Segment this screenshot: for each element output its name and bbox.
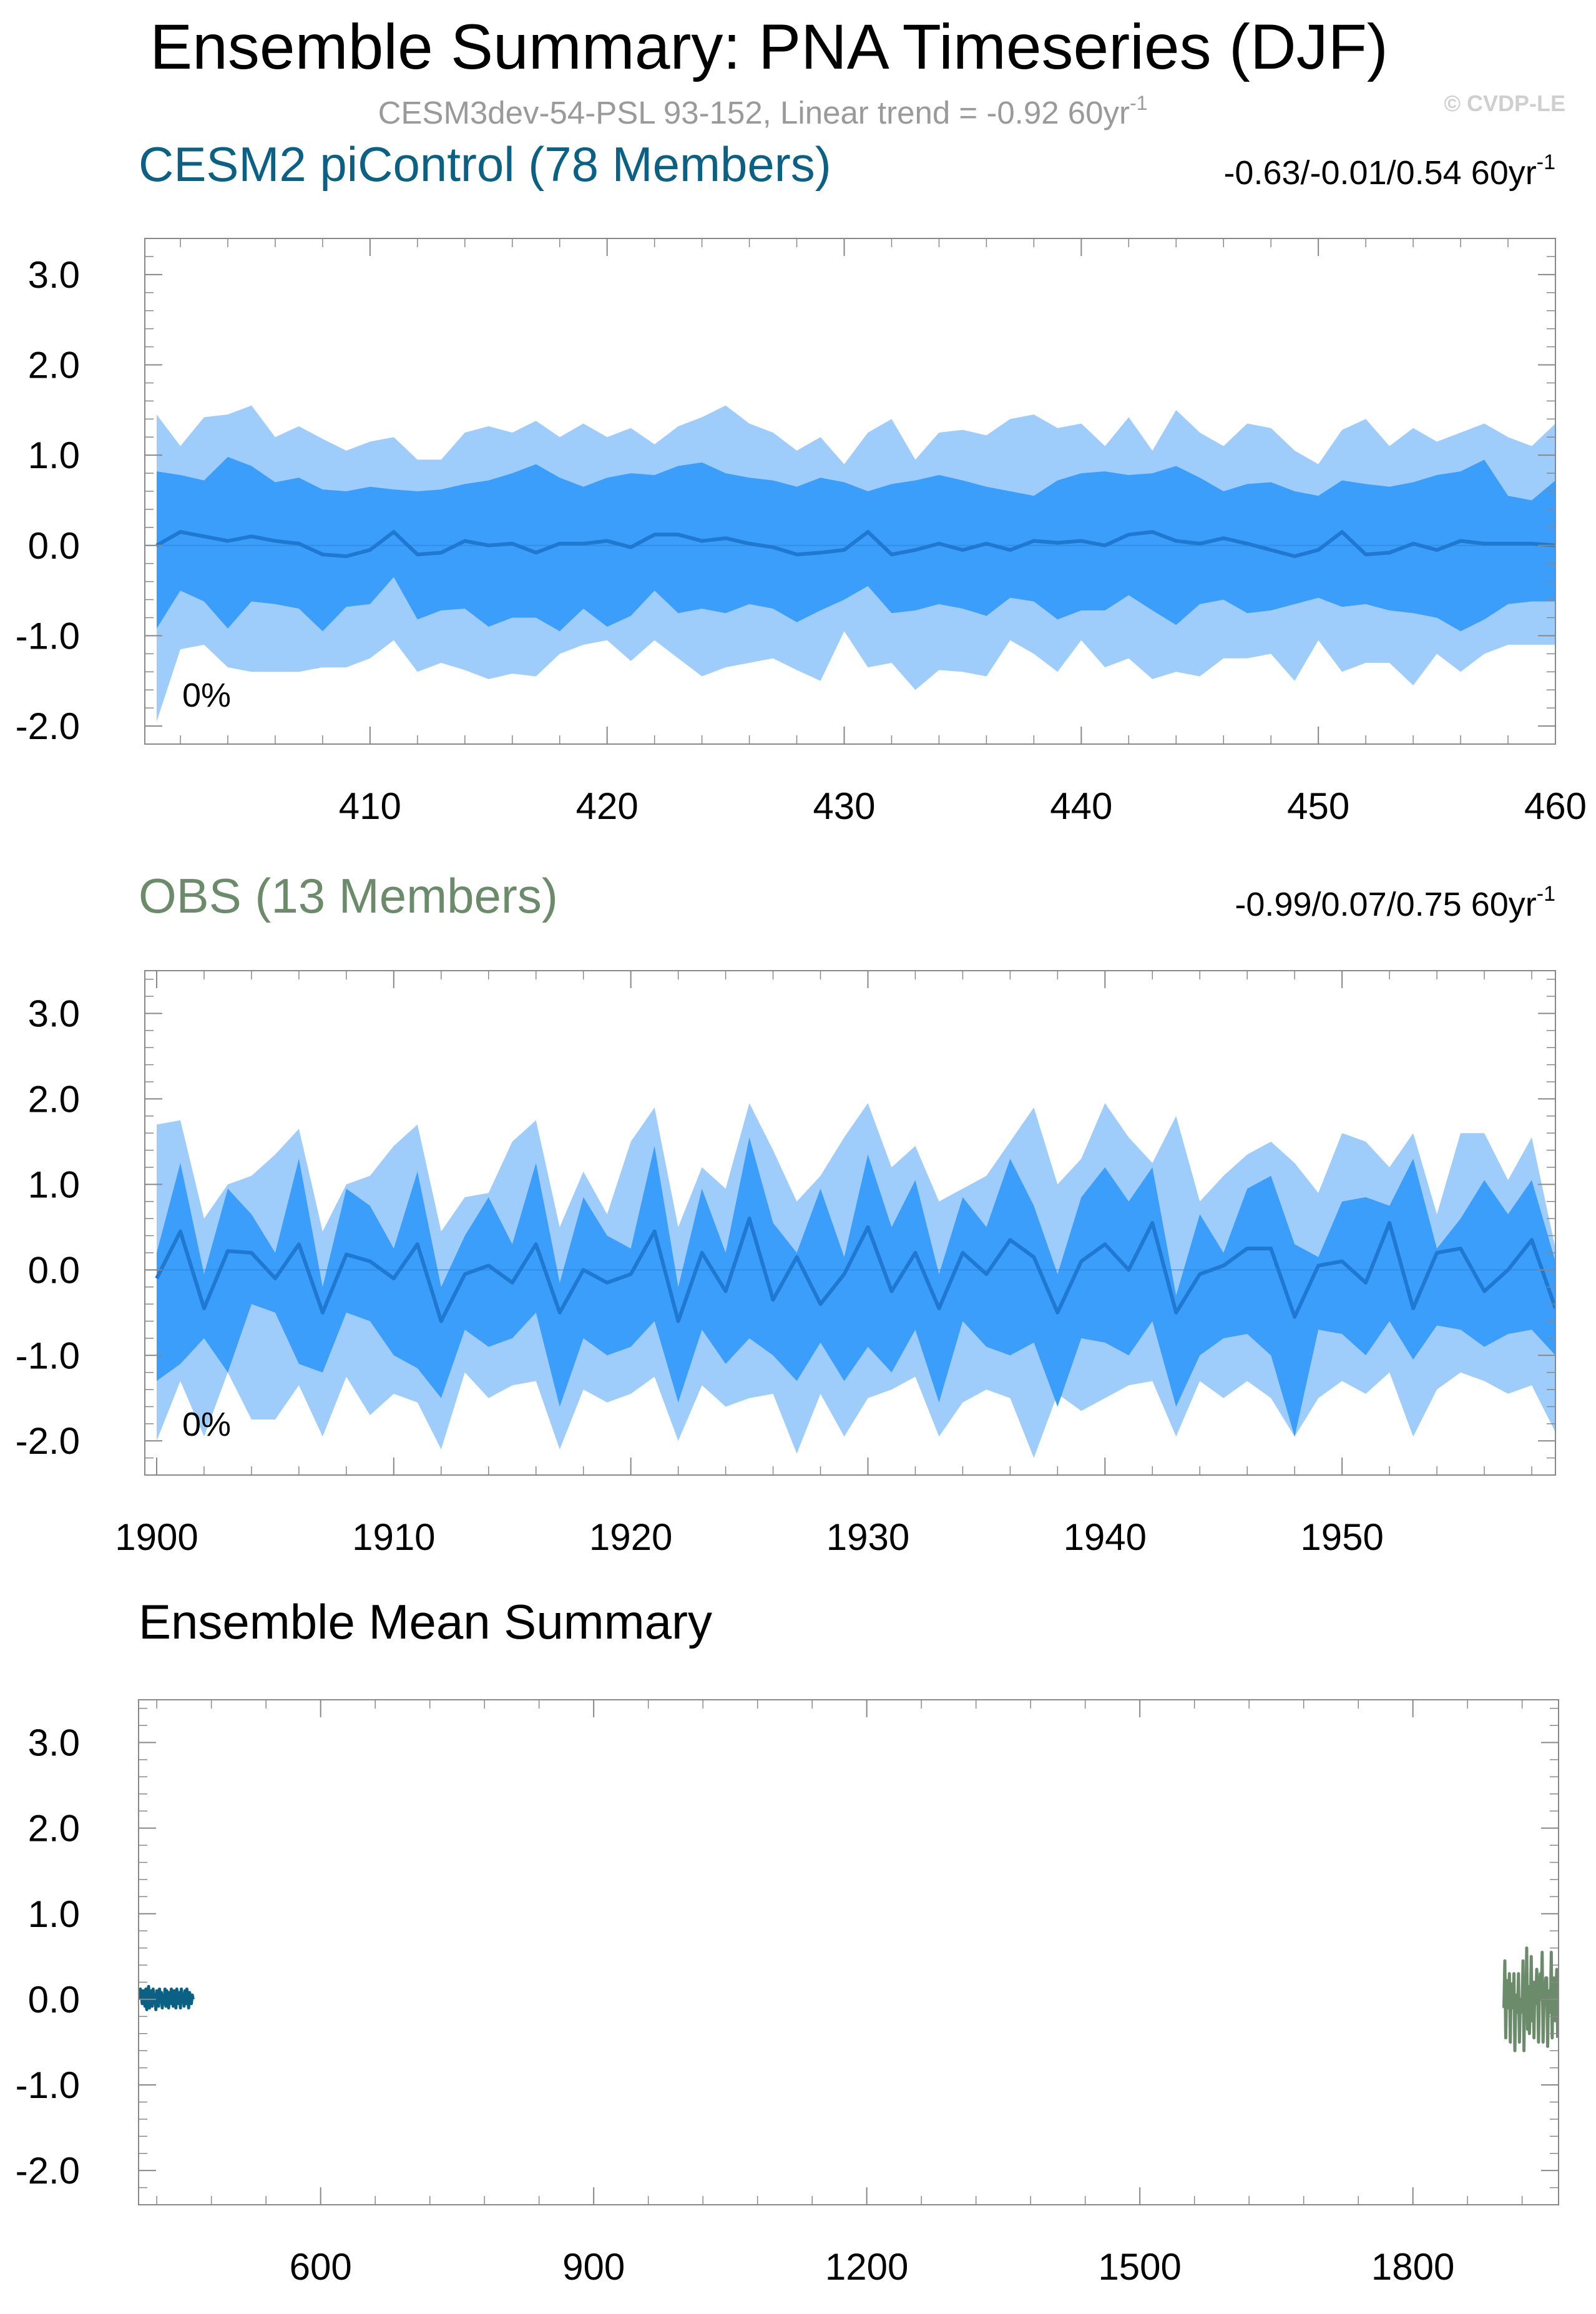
trend-value-obs: -0.99/0.07/0.75 60yr xyxy=(1235,886,1536,923)
inner-band-model xyxy=(156,457,1555,632)
x-tick-label: 1500 xyxy=(1098,2246,1181,2288)
y-tick-label: 3.0 xyxy=(28,1722,80,1764)
plot-content-ensemble-mean xyxy=(139,1946,1559,2052)
plot-content-obs xyxy=(145,1103,1555,1458)
x-tick-label: 420 xyxy=(576,785,639,827)
x-tick-label: 1920 xyxy=(589,1516,672,1558)
percent-label-model: 0% xyxy=(182,677,231,714)
x-tick-label: 1200 xyxy=(825,2246,908,2288)
x-tick-label: 430 xyxy=(813,785,875,827)
trend-superscript-model: -1 xyxy=(1537,150,1555,174)
plot-frame-ensemble-mean xyxy=(138,1699,1559,2205)
x-tick-label: 1800 xyxy=(1371,2246,1454,2288)
y-tick-label: 3.0 xyxy=(28,993,80,1034)
y-tick-label: -1.0 xyxy=(16,615,80,657)
y-tick-label: 0.0 xyxy=(28,525,80,567)
plot-area-ensemble-mean: 3.0 2.0 1.0 0.0 -1.0 -2.0 600 900 1200 1500 1800 xyxy=(16,1699,1559,2288)
y-tick-label: 2.0 xyxy=(28,345,80,386)
x-tick-label: 1930 xyxy=(826,1516,909,1558)
x-tick-label: 440 xyxy=(1050,785,1112,827)
panel-obs: OBS (13 Members) -0.99/0.07/0.75 60yr-1 … xyxy=(16,868,1556,1558)
panel-title-ensemble-mean: Ensemble Mean Summary xyxy=(139,1594,712,1649)
y-tick-label: -1.0 xyxy=(16,1335,80,1376)
y-tick-label: 0.0 xyxy=(28,1249,80,1291)
y-tick-label: 2.0 xyxy=(28,1078,80,1120)
x-tick-label: 450 xyxy=(1287,785,1349,827)
x-tick-label: 1910 xyxy=(352,1516,435,1558)
plot-content-model xyxy=(145,405,1555,722)
x-tick-label: 1940 xyxy=(1064,1516,1147,1558)
x-tick-label: 1950 xyxy=(1300,1516,1383,1558)
trend-text-model: -0.63/-0.01/0.54 60yr-1 xyxy=(1223,150,1555,192)
y-tick-label: -2.0 xyxy=(16,1420,80,1462)
y-tick-label: -2.0 xyxy=(16,705,80,747)
y-tick-label: 1.0 xyxy=(28,434,80,476)
watermark: © CVDP-LE xyxy=(1444,91,1565,116)
ensemble-mean-line-obs xyxy=(155,1217,1555,1323)
trend-superscript-obs: -1 xyxy=(1537,882,1555,906)
trend-text-obs: -0.99/0.07/0.75 60yr-1 xyxy=(1235,882,1555,923)
percent-label-obs: 0% xyxy=(182,1406,231,1443)
plot-frame-obs xyxy=(144,970,1556,1476)
figure-subtitle: CESM3dev-54-PSL 93-152, Linear trend = -… xyxy=(378,92,1148,130)
y-tick-label: 2.0 xyxy=(28,1808,80,1850)
inner-band-obs xyxy=(156,1137,1555,1437)
y-tick-label: 1.0 xyxy=(28,1164,80,1205)
subtitle-superscript: -1 xyxy=(1130,92,1147,114)
subtitle-text: CESM3dev-54-PSL 93-152, Linear trend = -… xyxy=(378,95,1130,130)
x-tick-label: 410 xyxy=(339,785,401,827)
panel-title-obs: OBS (13 Members) xyxy=(139,868,558,923)
figure-title: Ensemble Summary: PNA Timeseries (DJF) xyxy=(150,11,1388,82)
y-tick-label: -2.0 xyxy=(16,2150,80,2192)
y-tick-label: 1.0 xyxy=(28,1893,80,1935)
ensemble-mean-line-model xyxy=(155,530,1555,559)
y-tick-label: 0.0 xyxy=(28,1979,80,2021)
plot-area-model: 3.0 2.0 1.0 0.0 -1.0 -2.0 410 420 430 440 450 460 xyxy=(16,238,1587,827)
panel-title-model: CESM2 piControl (78 Members) xyxy=(139,137,831,192)
panel-model: CESM2 piControl (78 Members) -0.63/-0.01… xyxy=(16,137,1587,827)
y-tick-label: -1.0 xyxy=(16,2064,80,2106)
x-tick-label: 1900 xyxy=(115,1516,198,1558)
plot-area-obs: 3.0 2.0 1.0 0.0 -1.0 -2.0 1900 1910 1920 1930 1940… xyxy=(16,970,1556,1558)
series-line-model xyxy=(139,1984,195,2011)
y-tick-label: 3.0 xyxy=(28,254,80,296)
x-tick-label: 900 xyxy=(562,2246,625,2288)
x-tick-label: 460 xyxy=(1524,785,1587,827)
trend-value-model: -0.63/-0.01/0.54 60yr xyxy=(1223,154,1536,192)
panel-ensemble-mean: Ensemble Mean Summary 3.0 2.0 1.0 0.0 -1.0 -2… xyxy=(16,1594,1559,2288)
series-line-obs xyxy=(1502,1946,1559,2052)
x-tick-label: 600 xyxy=(290,2246,352,2288)
